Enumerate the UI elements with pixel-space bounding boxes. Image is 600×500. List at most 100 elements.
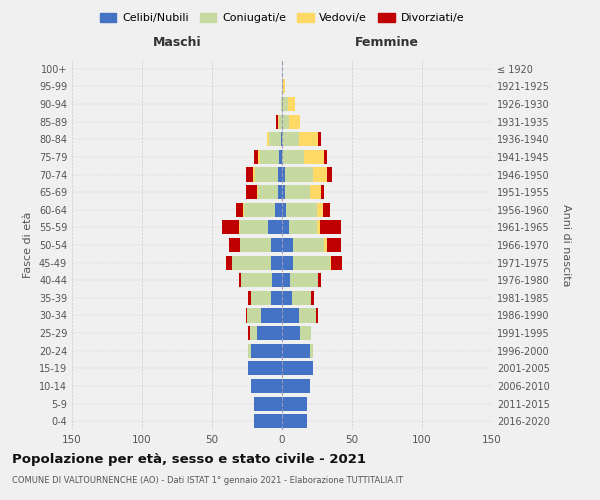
Bar: [257, 185, 258, 199]
Bar: [248, 362, 282, 376]
Bar: [282, 379, 310, 393]
Bar: [289, 114, 300, 128]
Bar: [327, 168, 332, 181]
Bar: [282, 326, 300, 340]
Bar: [324, 150, 327, 164]
Bar: [254, 150, 258, 164]
Bar: [251, 291, 271, 305]
Bar: [251, 379, 282, 393]
Y-axis label: Fasce di età: Fasce di età: [23, 212, 33, 278]
Bar: [293, 256, 329, 270]
Bar: [254, 396, 282, 410]
Bar: [253, 168, 256, 181]
Bar: [232, 256, 271, 270]
Bar: [317, 220, 320, 234]
Bar: [282, 414, 307, 428]
Bar: [282, 256, 293, 270]
Bar: [248, 344, 251, 358]
Bar: [277, 114, 278, 128]
Bar: [260, 150, 279, 164]
Bar: [278, 114, 279, 128]
Bar: [239, 273, 241, 287]
Bar: [258, 150, 260, 164]
Bar: [317, 202, 323, 217]
Bar: [286, 202, 317, 217]
Bar: [293, 238, 324, 252]
Bar: [271, 291, 282, 305]
Bar: [282, 168, 285, 181]
Bar: [282, 185, 285, 199]
Bar: [275, 202, 282, 217]
Bar: [248, 326, 250, 340]
Text: COMUNE DI VALTOURNENCHE (AO) - Dati ISTAT 1° gennaio 2021 - Elaborazione TUTTITA: COMUNE DI VALTOURNENCHE (AO) - Dati ISTA…: [12, 476, 403, 485]
Bar: [245, 308, 247, 322]
Legend: Celibi/Nubili, Coniugati/e, Vedovi/e, Divorziati/e: Celibi/Nubili, Coniugati/e, Vedovi/e, Di…: [95, 8, 469, 28]
Bar: [310, 185, 321, 199]
Bar: [299, 132, 319, 146]
Bar: [272, 273, 282, 287]
Bar: [271, 238, 282, 252]
Bar: [319, 132, 321, 146]
Bar: [282, 396, 307, 410]
Bar: [282, 238, 293, 252]
Bar: [247, 308, 261, 322]
Bar: [285, 185, 310, 199]
Bar: [236, 202, 243, 217]
Bar: [320, 220, 341, 234]
Bar: [282, 308, 299, 322]
Bar: [251, 344, 282, 358]
Bar: [282, 273, 290, 287]
Bar: [271, 256, 282, 270]
Bar: [282, 344, 310, 358]
Bar: [282, 291, 292, 305]
Bar: [258, 185, 278, 199]
Bar: [300, 326, 311, 340]
Bar: [256, 168, 278, 181]
Bar: [282, 202, 286, 217]
Bar: [222, 220, 239, 234]
Bar: [299, 308, 316, 322]
Bar: [282, 97, 287, 111]
Bar: [282, 362, 313, 376]
Bar: [268, 220, 282, 234]
Bar: [311, 291, 314, 305]
Bar: [261, 308, 282, 322]
Bar: [245, 185, 257, 199]
Bar: [240, 220, 268, 234]
Bar: [331, 256, 342, 270]
Bar: [250, 326, 257, 340]
Bar: [266, 132, 269, 146]
Text: Maschi: Maschi: [152, 36, 202, 50]
Bar: [248, 291, 251, 305]
Bar: [254, 414, 282, 428]
Bar: [290, 273, 319, 287]
Bar: [304, 150, 324, 164]
Bar: [269, 132, 281, 146]
Bar: [245, 168, 253, 181]
Bar: [324, 238, 327, 252]
Bar: [283, 80, 285, 94]
Bar: [241, 273, 272, 287]
Bar: [285, 168, 313, 181]
Bar: [323, 202, 329, 217]
Bar: [240, 238, 271, 252]
Bar: [243, 202, 244, 217]
Bar: [292, 291, 311, 305]
Bar: [319, 273, 321, 287]
Bar: [281, 132, 282, 146]
Bar: [282, 132, 299, 146]
Bar: [226, 256, 232, 270]
Bar: [257, 326, 282, 340]
Bar: [279, 114, 282, 128]
Bar: [316, 308, 319, 322]
Bar: [281, 97, 282, 111]
Bar: [282, 150, 304, 164]
Bar: [287, 97, 295, 111]
Text: Popolazione per età, sesso e stato civile - 2021: Popolazione per età, sesso e stato civil…: [12, 452, 366, 466]
Bar: [282, 114, 289, 128]
Bar: [278, 185, 282, 199]
Bar: [282, 220, 289, 234]
Bar: [310, 344, 313, 358]
Bar: [279, 150, 282, 164]
Text: Femmine: Femmine: [355, 36, 419, 50]
